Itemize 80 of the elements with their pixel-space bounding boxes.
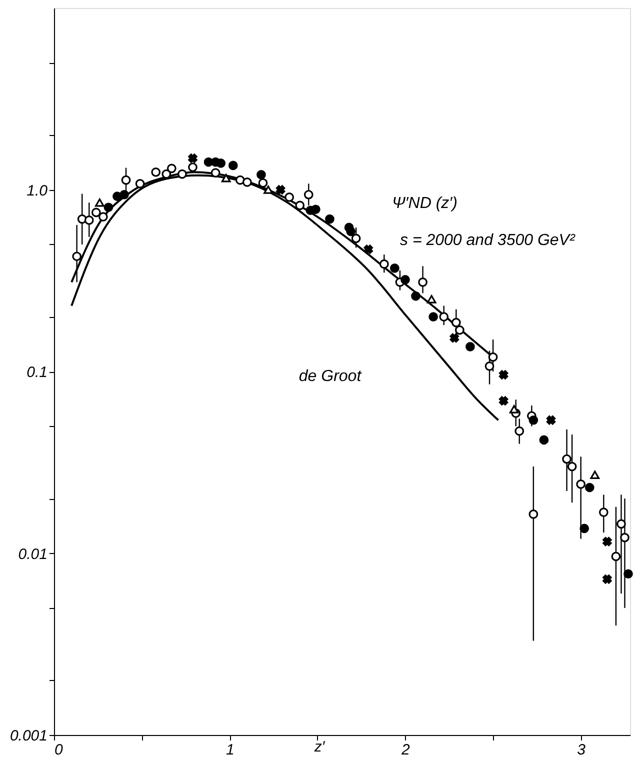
point xyxy=(528,510,538,519)
point xyxy=(528,415,538,425)
point xyxy=(121,175,131,185)
point xyxy=(216,158,226,168)
point xyxy=(454,325,464,335)
point xyxy=(488,352,498,362)
point xyxy=(351,234,361,244)
point xyxy=(509,405,519,414)
point xyxy=(439,312,449,322)
point xyxy=(162,169,172,179)
point xyxy=(166,164,176,174)
x-axis-title: z′ xyxy=(313,738,326,756)
point xyxy=(616,519,626,529)
y-tick-label: 0.1 xyxy=(26,364,48,381)
point xyxy=(451,318,461,328)
annotation: de Groot xyxy=(298,368,362,385)
point xyxy=(304,190,314,200)
point xyxy=(264,186,273,194)
point xyxy=(426,295,436,304)
point xyxy=(310,204,320,214)
point xyxy=(228,160,238,170)
point xyxy=(276,185,286,194)
point xyxy=(346,226,356,236)
point xyxy=(400,275,410,284)
point xyxy=(498,370,508,380)
point xyxy=(390,264,400,273)
y-tick-label: 0.01 xyxy=(18,546,48,563)
point xyxy=(466,342,475,352)
point xyxy=(584,482,594,492)
point xyxy=(514,426,524,436)
x-tick-label: 1 xyxy=(226,742,234,758)
point xyxy=(611,552,621,562)
point xyxy=(562,454,572,464)
annotation: s = 2000 and 3500 GeV² xyxy=(400,232,576,249)
point xyxy=(602,536,612,546)
point xyxy=(72,252,82,262)
point xyxy=(598,508,608,517)
point xyxy=(295,200,305,210)
point xyxy=(624,569,633,579)
point xyxy=(546,416,556,425)
x-tick-label: 3 xyxy=(577,742,586,758)
point xyxy=(484,361,494,371)
point xyxy=(325,214,334,224)
point xyxy=(188,154,198,163)
x-tick-label: 2 xyxy=(400,742,411,758)
point xyxy=(602,574,612,584)
point xyxy=(210,168,220,178)
point xyxy=(235,175,245,185)
point xyxy=(379,259,389,269)
point xyxy=(284,192,294,202)
point xyxy=(188,162,198,172)
point xyxy=(428,312,438,322)
point xyxy=(258,178,268,188)
point xyxy=(576,479,586,489)
point xyxy=(84,216,94,225)
point xyxy=(580,524,590,534)
point xyxy=(590,470,600,480)
annotation: Ψ′ND (z′) xyxy=(392,195,458,212)
point xyxy=(104,202,114,212)
point xyxy=(567,462,577,472)
y-tick-label: 0.001 xyxy=(10,728,48,744)
point xyxy=(450,333,460,343)
point xyxy=(91,208,101,218)
point xyxy=(411,291,420,301)
point xyxy=(539,435,549,445)
point xyxy=(178,169,187,179)
point xyxy=(98,212,108,222)
point xyxy=(120,190,129,200)
y-tick-label: 1.0 xyxy=(26,182,48,200)
point xyxy=(620,532,630,542)
point xyxy=(135,179,145,188)
point xyxy=(418,278,428,287)
point xyxy=(151,167,161,177)
point xyxy=(242,178,252,187)
point xyxy=(94,198,104,207)
point xyxy=(498,396,508,406)
x-tick-label: 0 xyxy=(54,742,64,758)
point xyxy=(364,244,373,254)
point xyxy=(256,170,266,180)
point xyxy=(221,174,231,182)
